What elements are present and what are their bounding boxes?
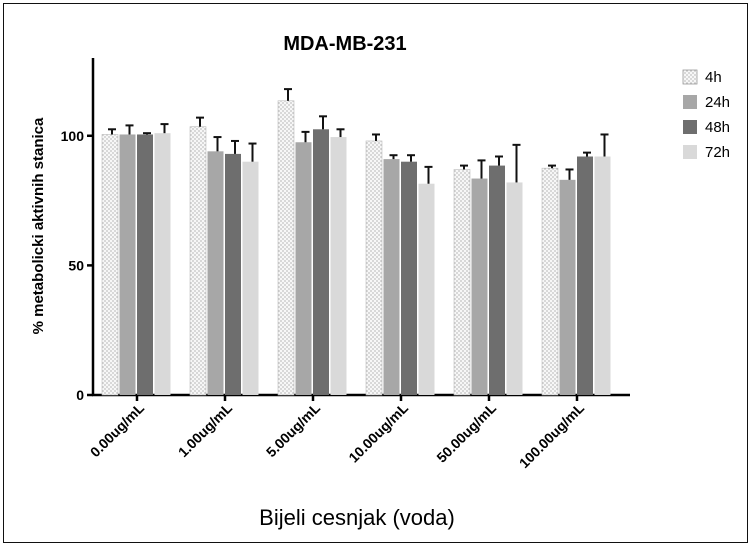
bar-24h-0 [119,134,136,395]
bar-72h-5 [594,156,611,395]
bars [101,88,611,396]
bar-4h-3 [365,140,383,396]
bar-72h-3 [418,183,435,395]
bar-48h-5 [577,156,593,395]
legend-swatch-72h [683,145,697,159]
bar-72h-1 [242,161,259,395]
bar-4h-0 [101,134,119,396]
bar-4h-4 [453,169,471,396]
bar-24h-2 [295,142,312,395]
legend-label-24h: 24h [705,94,730,111]
bar-24h-4 [471,178,488,395]
legend: 4h 24h 48h 72h [682,69,730,161]
bar-24h-3 [383,159,400,395]
x-tick-label: 5.00ug/mL [263,399,324,460]
y-tick-label: 50 [68,257,84,273]
bar-48h-1 [225,153,241,395]
bar-4h-2 [277,100,295,396]
bar-4h-1 [189,126,207,396]
bar-48h-0 [137,134,153,395]
legend-label-4h: 4h [705,69,722,86]
bar-24h-1 [207,151,224,395]
bar-48h-2 [313,129,329,396]
legend-swatch-24h [683,95,697,109]
x-tick-label: 0.00ug/mL [87,399,148,460]
axes [91,58,630,397]
x-tick-label: 100.00ug/mL [516,400,588,472]
legend-swatch-4h [682,69,698,85]
x-tick-label: 50.00ug/mL [433,399,499,465]
bar-72h-4 [506,182,523,395]
bar-48h-3 [401,161,417,395]
legend-label-72h: 72h [705,144,730,161]
x-tick-label: 10.00ug/mL [345,399,411,465]
legend-swatch-48h [683,120,697,134]
y-ticks: 0 50 100 [61,128,93,403]
bar-72h-0 [154,133,171,395]
y-axis-label: % metabolicki aktivnih stanica [30,117,47,334]
x-tick-label: 1.00ug/mL [175,399,236,460]
bar-72h-2 [330,137,347,396]
chart-title: MDA-MB-231 [283,33,406,55]
legend-label-48h: 48h [705,119,730,136]
bar-24h-5 [559,179,576,395]
bar-4h-5 [541,167,559,396]
y-tick-label: 100 [61,128,85,144]
y-tick-label: 0 [76,387,84,403]
x-axis-label: Bijeli cesnjak (voda) [259,505,455,530]
x-ticks: 0.00ug/mL 1.00ug/mL 5.00ug/mL 10.00ug/mL 50.… [87,395,588,472]
bar-48h-4 [489,165,505,395]
